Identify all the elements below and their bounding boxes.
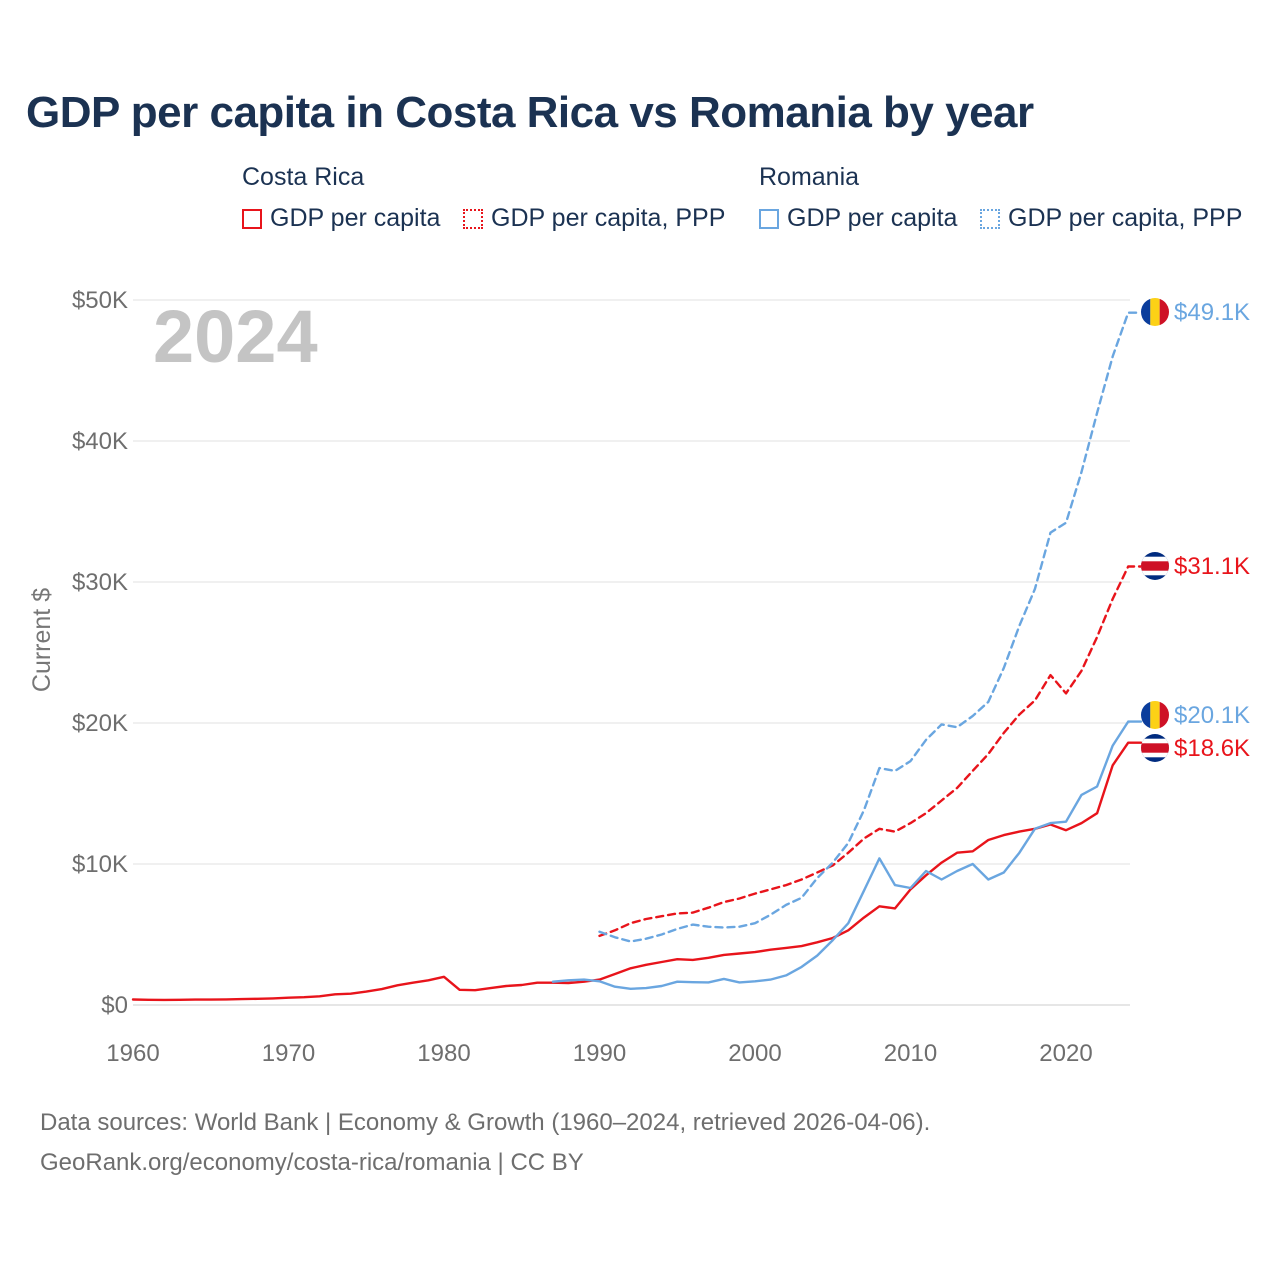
- end-value-label: $20.1K: [1174, 702, 1250, 729]
- y-tick-label: $20K: [72, 710, 128, 737]
- series-line-costa-rica-gdp-per-capita[interactable]: [131, 741, 1143, 1002]
- x-tick-label: 2000: [728, 1040, 781, 1067]
- legend: Costa Rica GDP per capita GDP per capita…: [0, 0, 1280, 260]
- x-tick-label: 1980: [417, 1040, 470, 1067]
- legend-group-costa-rica: Costa Rica: [242, 163, 365, 191]
- legend-item-romania-gdp[interactable]: GDP per capita: [759, 204, 957, 233]
- end-value-label: $49.1K: [1174, 299, 1250, 326]
- legend-swatch-dotted-blue: [980, 208, 1000, 229]
- legend-item-costa-rica-gdp-ppp[interactable]: GDP per capita, PPP: [463, 204, 725, 233]
- end-value-label: $31.1K: [1174, 553, 1250, 580]
- series-lines: [131, 311, 1143, 1002]
- y-tick-label: $10K: [72, 851, 128, 878]
- legend-item-romania-gdp-ppp[interactable]: GDP per capita, PPP: [980, 204, 1242, 233]
- end-labels: $18.6K $31.1K $20.1K $49.1K: [1174, 299, 1250, 762]
- x-tick-label: 1960: [106, 1040, 159, 1067]
- legend-label: GDP per capita, PPP: [491, 204, 726, 232]
- legend-swatch-solid-blue: [759, 208, 779, 229]
- end-value-label: $18.6K: [1174, 735, 1250, 762]
- y-axis-label: Current $: [28, 588, 56, 692]
- series-line-costa-rica-gdp-per-capita-ppp[interactable]: [598, 565, 1143, 938]
- footer-sources: Data sources: World Bank | Economy & Gro…: [40, 1109, 931, 1136]
- legend-label: GDP per capita: [787, 204, 958, 232]
- costa-rica-flag-icon: [1141, 734, 1169, 762]
- legend-label: GDP per capita: [270, 204, 441, 232]
- x-tick-label: 1990: [573, 1040, 626, 1067]
- y-tick-label: $30K: [72, 569, 128, 596]
- chart-title: GDP per capita in Costa Rica vs Romania …: [26, 88, 1034, 137]
- y-tick-label: $50K: [72, 287, 128, 314]
- romania-flag-icon: [1141, 701, 1169, 729]
- footer-url[interactable]: GeoRank.org/economy/costa-rica/romania |…: [40, 1149, 584, 1176]
- series-line-romania-gdp-per-capita[interactable]: [551, 720, 1143, 990]
- x-tick-label: 2020: [1039, 1040, 1092, 1067]
- y-tick-labels: $0 $10K $20K $30K $40K $50K: [72, 287, 128, 1019]
- legend-group-romania: Romania: [759, 163, 860, 191]
- legend-item-costa-rica-gdp[interactable]: GDP per capita: [242, 204, 440, 233]
- end-flags: [1141, 298, 1169, 762]
- x-tick-label: 1970: [262, 1040, 315, 1067]
- grid: [133, 299, 1130, 1006]
- legend-label: GDP per capita, PPP: [1008, 204, 1243, 232]
- y-tick-label: $40K: [72, 428, 128, 455]
- legend-swatch-dotted-red: [463, 208, 483, 229]
- costa-rica-flag-icon: [1141, 552, 1169, 580]
- legend-swatch-solid-red: [242, 208, 262, 229]
- romania-flag-icon: [1141, 298, 1169, 326]
- series-line-romania-gdp-per-capita-ppp[interactable]: [598, 311, 1143, 943]
- y-tick-label: $0: [101, 992, 128, 1019]
- year-watermark: 2024: [153, 295, 318, 378]
- x-tick-labels: 1960 1970 1980 1990 2000 2010 2020: [106, 1040, 1092, 1067]
- x-tick-label: 2010: [884, 1040, 937, 1067]
